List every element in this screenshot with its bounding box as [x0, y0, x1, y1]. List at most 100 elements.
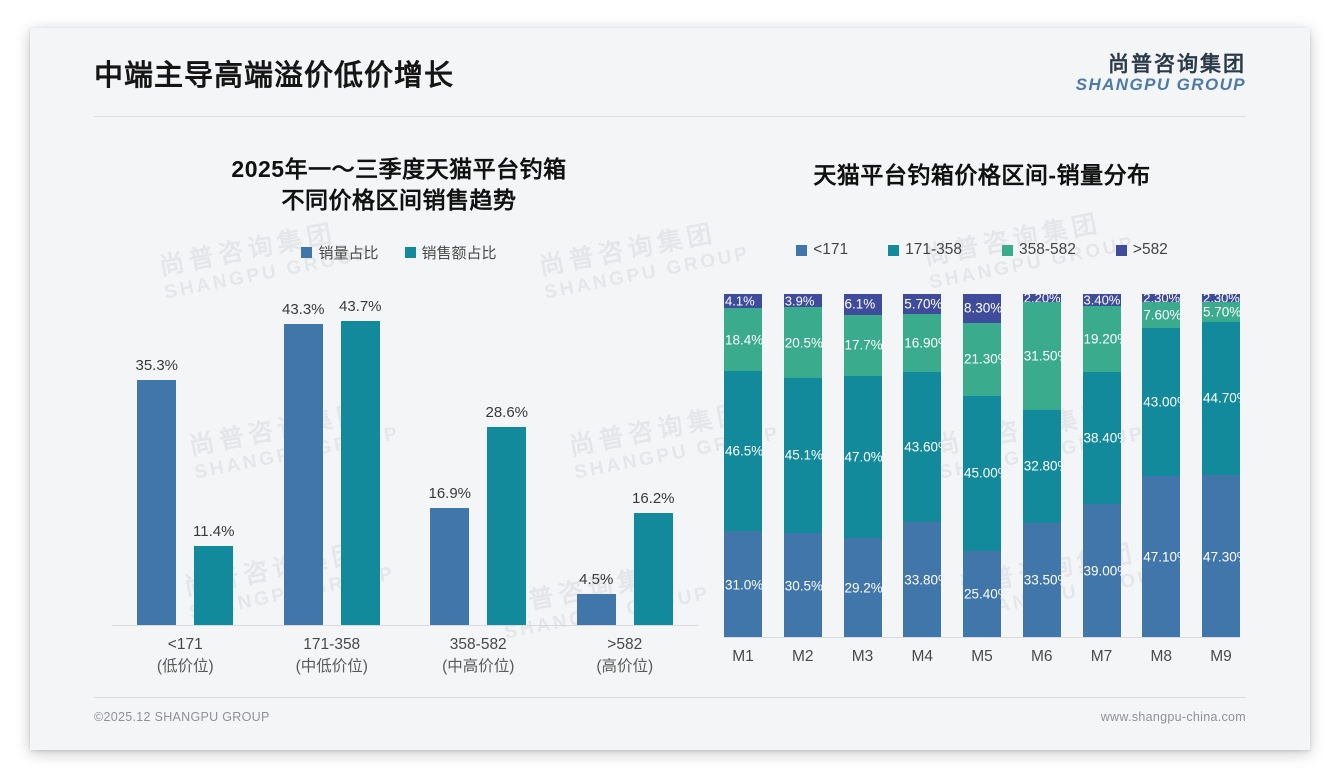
slide-header: 中端主导高端溢价低价增长 尚普咨询集团 SHANGPU GROUP: [30, 28, 1310, 120]
stacked-bar-segment[interactable]: 43.00%: [1142, 328, 1181, 476]
stacked-bar-segment[interactable]: 44.70%: [1202, 321, 1240, 476]
segment-value-label: 47.0%: [844, 449, 882, 465]
stacked-bar-segment[interactable]: 31.50%: [1022, 301, 1061, 410]
bar-column[interactable]: 35.3%: [135, 306, 178, 626]
legend-swatch-icon: [301, 247, 313, 259]
bar-column[interactable]: 16.9%: [428, 306, 471, 626]
stacked-bar-segment[interactable]: 30.5%: [783, 533, 822, 638]
stacked-bar-column[interactable]: 2.30% 5.70% 44.70% 47.30%: [1202, 294, 1240, 638]
legend-label: >582: [1132, 241, 1168, 259]
stacked-bar-column[interactable]: 3.40% 19.20% 38.40% 39.00%: [1082, 294, 1121, 638]
legend-item[interactable]: 171-358: [888, 241, 962, 259]
bar-column[interactable]: 4.5%: [576, 306, 616, 626]
bar-rect[interactable]: [576, 594, 616, 626]
stacked-bar-column[interactable]: 3.9% 20.5% 45.1% 30.5%: [783, 294, 822, 638]
stacked-bar-segment[interactable]: 33.50%: [1022, 522, 1061, 638]
bar-column[interactable]: 43.3%: [282, 301, 325, 626]
legend-swatch-icon: [888, 244, 900, 256]
stacked-bar-column[interactable]: 8.30% 21.30% 45.00% 25.40%: [963, 294, 1001, 638]
stacked-bar-segment[interactable]: 17.7%: [843, 314, 882, 376]
stacked-bar-segment[interactable]: 46.5%: [724, 371, 762, 532]
legend-item[interactable]: 销量占比: [301, 242, 379, 263]
bar-rect[interactable]: [633, 513, 673, 626]
stacked-bar-segment[interactable]: 2.20%: [1022, 294, 1061, 302]
stacked-bar-column[interactable]: 5.70% 16.90% 43.60% 33.80%: [903, 294, 942, 638]
segment-value-label: 5.70%: [904, 296, 942, 312]
x-axis-tick: 358-582 (中高价位): [405, 634, 552, 679]
segment-value-label: 25.40%: [964, 586, 1001, 602]
stacked-bar-segment[interactable]: 39.00%: [1082, 503, 1121, 638]
stacked-bar-segment[interactable]: 43.60%: [903, 371, 942, 522]
legend-item[interactable]: >582: [1115, 241, 1168, 259]
x-axis-tick-label: M3: [851, 648, 874, 665]
stacked-bar-segment[interactable]: 2.30%: [1142, 294, 1181, 302]
stacked-bar-segment[interactable]: 6.1%: [843, 294, 882, 315]
legend-item[interactable]: <171: [796, 241, 848, 259]
stacked-bar-column[interactable]: 2.20% 31.50% 32.80% 33.50%: [1022, 294, 1061, 638]
bar-rect[interactable]: [194, 546, 234, 626]
bar-value-label: 11.4%: [193, 523, 235, 540]
stacked-bar-segment[interactable]: 5.70%: [903, 294, 942, 314]
segment-value-label: 16.90%: [904, 335, 941, 351]
stacked-bar-segment[interactable]: 47.0%: [843, 375, 882, 538]
bar-rect[interactable]: [487, 427, 527, 626]
stacked-bar-segment[interactable]: 3.40%: [1082, 294, 1121, 306]
segment-value-label: 47.10%: [1143, 549, 1180, 565]
brand-logo: 尚普咨询集团 SHANGPU GROUP: [1075, 53, 1246, 95]
segment-value-label: 47.30%: [1203, 549, 1240, 565]
stacked-bar-segment[interactable]: 4.1%: [724, 294, 762, 309]
stacked-bar-segment[interactable]: 18.4%: [724, 308, 762, 372]
stacked-bar-column[interactable]: 6.1% 17.7% 47.0% 29.2%: [843, 294, 882, 638]
segment-value-label: 19.20%: [1083, 331, 1121, 347]
stacked-bar-segment[interactable]: 21.30%: [963, 322, 1001, 396]
segment-value-label: 4.1%: [725, 294, 755, 309]
slide-canvas: 中端主导高端溢价低价增长 尚普咨询集团 SHANGPU GROUP 尚普咨询集团…: [30, 28, 1310, 750]
bar-rect[interactable]: [283, 324, 323, 626]
stacked-bar-segment[interactable]: 5.70%: [1202, 301, 1240, 322]
stacked-bar-segment[interactable]: 31.0%: [724, 531, 762, 638]
stacked-bar-segment[interactable]: 33.80%: [903, 521, 942, 638]
bar-rect[interactable]: [137, 380, 177, 626]
brand-name-cn: 尚普咨询集团: [1108, 53, 1246, 76]
stacked-bar-segment[interactable]: 8.30%: [963, 294, 1001, 323]
legend-swatch-icon: [404, 247, 416, 259]
bar-rect[interactable]: [430, 508, 470, 626]
chart-title-sales-trend: 2025年一～三季度天猫平台钓箱 不同价格区间销售趋势: [94, 154, 704, 216]
chart-title-line-1: 2025年一～三季度天猫平台钓箱: [231, 156, 567, 182]
x-axis-tick-label: M4: [911, 648, 934, 665]
stacked-bar-segment[interactable]: 3.9%: [783, 294, 822, 308]
segment-value-label: 5.70%: [1203, 304, 1240, 320]
bar-rect[interactable]: [340, 321, 380, 626]
stacked-bar-segment[interactable]: 47.30%: [1202, 475, 1240, 638]
stacked-bar-segment[interactable]: 19.20%: [1082, 305, 1121, 372]
brand-name-en: SHANGPU GROUP: [1075, 75, 1246, 95]
legend-swatch-icon: [1002, 244, 1013, 256]
bar-column[interactable]: 28.6%: [485, 306, 528, 626]
stacked-bar-segment[interactable]: 45.1%: [783, 377, 822, 534]
stacked-bar-column[interactable]: 2.30% 7.60% 43.00% 47.10%: [1142, 294, 1181, 638]
bar-column[interactable]: 43.7%: [339, 298, 382, 626]
stacked-bar-segment[interactable]: 45.00%: [963, 395, 1001, 551]
stacked-bar-segment[interactable]: 32.80%: [1022, 409, 1061, 523]
stacked-bar-column[interactable]: 4.1% 18.4% 46.5% 31.0%: [724, 294, 762, 638]
stacked-bar-segment[interactable]: 29.2%: [843, 537, 882, 638]
stacked-bar-segment[interactable]: 25.40%: [963, 550, 1001, 638]
legend-item[interactable]: 358-582: [1002, 241, 1076, 259]
x-axis-tick: <171 (低价位): [112, 634, 259, 679]
bar-column[interactable]: 16.2%: [632, 306, 675, 626]
footer-website[interactable]: www.shangpu-china.com: [1100, 710, 1246, 724]
bar-column[interactable]: 11.4%: [193, 306, 235, 626]
segment-value-label: 38.40%: [1083, 430, 1121, 446]
stacked-bar-segment[interactable]: 16.90%: [903, 313, 942, 372]
page-title: 中端主导高端溢价低价增长: [94, 60, 455, 92]
bar-value-label: 43.3%: [281, 301, 325, 318]
legend-item[interactable]: 销售额占比: [404, 242, 497, 263]
segment-value-label: 43.00%: [1143, 394, 1180, 410]
stacked-bar-segment[interactable]: 20.5%: [783, 307, 822, 378]
stacked-bar-segment[interactable]: 7.60%: [1142, 301, 1181, 329]
stacked-bar-segment[interactable]: 47.10%: [1142, 475, 1181, 638]
stacked-bar-segment[interactable]: 2.30%: [1202, 294, 1240, 302]
stacked-bar-segment[interactable]: 38.40%: [1082, 371, 1121, 504]
chart-legend-volume-distribution: <171 171-358 358-582 >582: [718, 241, 1246, 259]
segment-value-label: 2.30%: [1143, 294, 1181, 302]
